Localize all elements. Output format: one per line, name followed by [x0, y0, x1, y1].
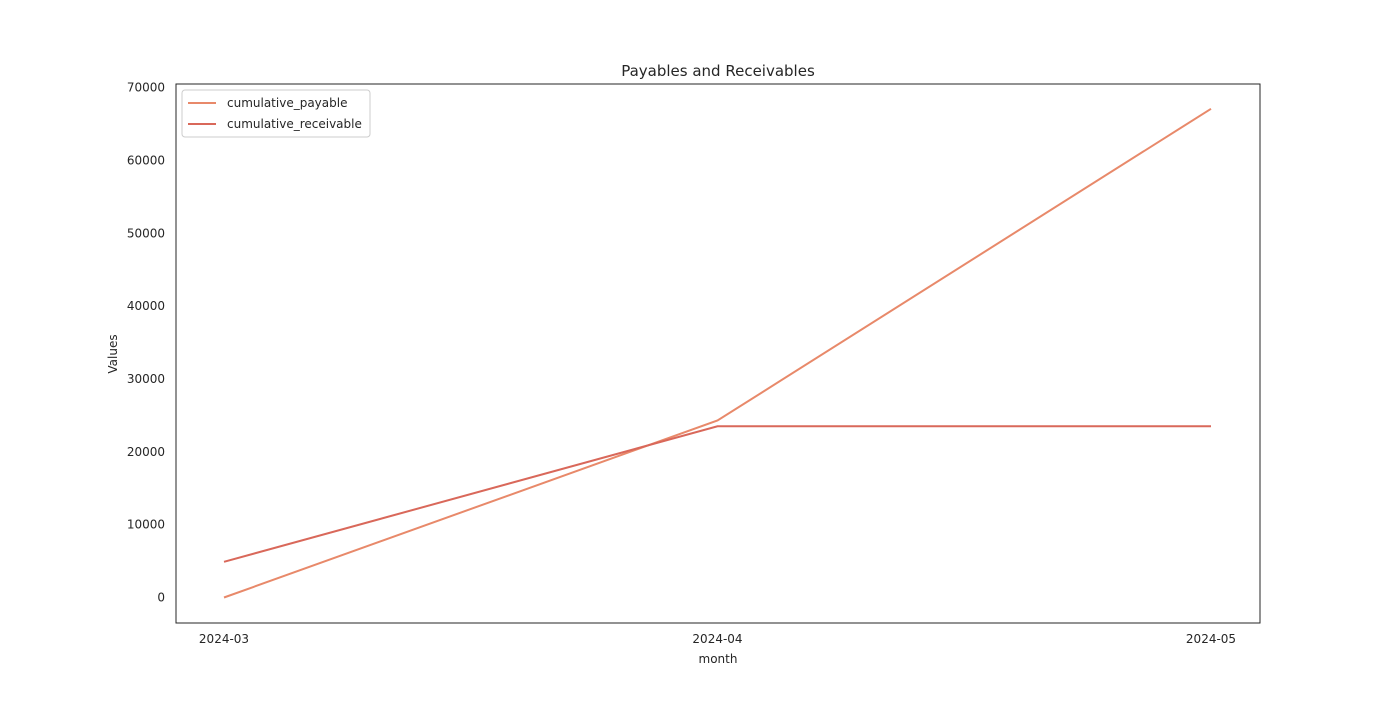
legend-box: [181, 89, 371, 138]
legend-label: cumulative_receivable: [227, 117, 362, 131]
y-axis-label: Values: [106, 334, 120, 373]
y-tick-label: 30000: [127, 372, 165, 386]
x-axis-label: month: [699, 652, 738, 666]
y-tick-label: 0: [157, 591, 165, 605]
chart-title: Payables and Receivables: [621, 62, 815, 80]
y-tick-label: 20000: [127, 445, 165, 459]
series-line-cumulative-payable: [223, 107, 1212, 599]
y-tick-label: 60000: [127, 153, 165, 167]
y-tick-label: 10000: [127, 518, 165, 532]
y-tick-label: 70000: [127, 81, 165, 95]
x-tick-label: 2024-04: [692, 632, 742, 646]
x-tick-label: 2024-05: [1186, 632, 1236, 646]
legend: cumulative_payable cumulative_receivable: [181, 89, 371, 138]
y-tick-label: 40000: [127, 299, 165, 313]
x-tick-label: 2024-03: [199, 632, 249, 646]
y-tick-label: 50000: [127, 226, 165, 240]
series-line-cumulative-receivable: [223, 425, 1211, 563]
plot-frame: [175, 83, 1261, 624]
legend-label: cumulative_payable: [227, 96, 347, 110]
